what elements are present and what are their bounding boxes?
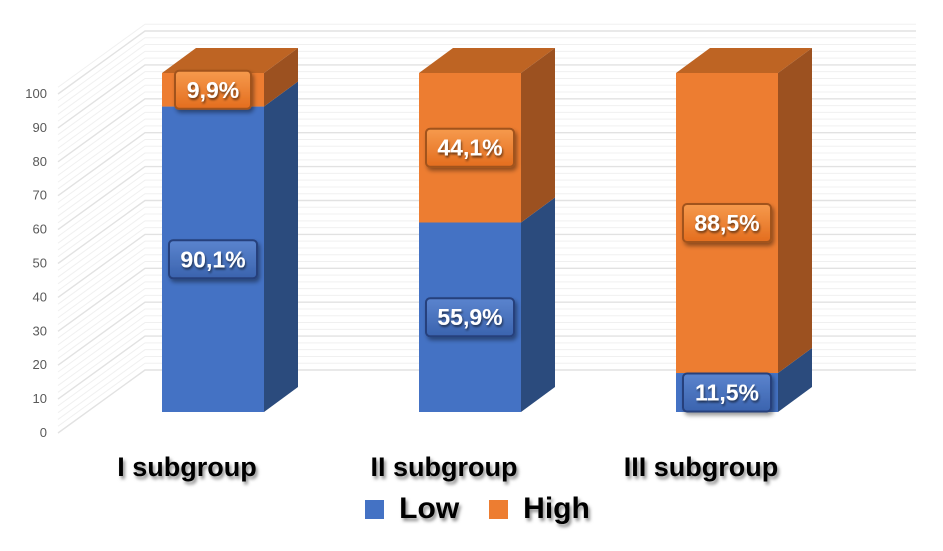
gridline-minor xyxy=(57,315,916,380)
gridline-major xyxy=(57,369,916,434)
gridline-minor xyxy=(57,145,916,210)
data-label-text: 9,9% xyxy=(187,77,239,103)
bar-segment-side xyxy=(778,48,812,374)
gridline-minor xyxy=(57,349,916,414)
gridline-major xyxy=(57,165,916,231)
gridline-minor xyxy=(57,247,916,312)
bar-top-face xyxy=(162,48,298,73)
gridline-minor xyxy=(57,308,916,373)
data-label-text: 88,5% xyxy=(694,210,759,236)
gridline-minor xyxy=(57,220,916,285)
y-axis-tick-label: 60 xyxy=(33,222,47,237)
gridline-minor xyxy=(57,281,916,346)
gridline-minor xyxy=(57,274,916,339)
gridline-major xyxy=(57,301,916,366)
gridline-minor xyxy=(57,288,916,353)
bar-segment-side xyxy=(264,48,298,107)
chart-legend: Low High xyxy=(6,492,943,526)
data-label-badge xyxy=(682,372,772,413)
y-axis-tick-label: 100 xyxy=(25,86,47,101)
data-label: 44,1% xyxy=(425,127,515,168)
gridline-minor xyxy=(57,355,916,420)
gridline-minor xyxy=(57,261,916,325)
gridline-minor xyxy=(57,77,916,142)
gridline-minor xyxy=(57,322,916,386)
gridline-minor xyxy=(57,152,916,217)
gridline-minor xyxy=(57,206,916,271)
gridline-minor xyxy=(57,71,916,136)
gridline-minor xyxy=(57,118,916,183)
bar-segment-side xyxy=(778,348,812,412)
data-label: 11,5% xyxy=(682,372,772,413)
gridline-minor xyxy=(57,111,916,176)
gridline-minor xyxy=(57,254,916,319)
legend-label: Low xyxy=(399,492,460,525)
gridline-minor xyxy=(57,84,916,149)
data-label: 9,9% xyxy=(174,69,252,110)
data-label: 90,1% xyxy=(168,239,258,280)
gridline-minor xyxy=(57,328,916,393)
data-label-badge xyxy=(682,203,772,244)
y-axis-tick-label: 0 xyxy=(40,425,47,440)
data-label-badge xyxy=(174,69,252,110)
data-label-text: 44,1% xyxy=(437,135,502,161)
gridline-major xyxy=(57,131,916,197)
gridline-minor xyxy=(57,44,916,108)
gridline-minor xyxy=(57,227,916,292)
data-label: 55,9% xyxy=(425,297,515,338)
gridline-minor xyxy=(57,125,916,190)
gridline-major xyxy=(57,335,916,400)
bar-segment-side xyxy=(521,197,555,412)
gridline-minor xyxy=(57,342,916,407)
legend-label: High xyxy=(523,492,590,525)
gridline-minor xyxy=(57,294,916,359)
bar-segment-side xyxy=(521,48,555,223)
gridline-major xyxy=(57,30,916,95)
gridline-minor xyxy=(57,159,916,224)
bar-top-face xyxy=(676,48,812,73)
gridline-minor xyxy=(57,37,916,102)
gridline-minor xyxy=(57,240,916,305)
gridline-minor xyxy=(57,213,916,278)
bar-segment-side xyxy=(264,81,298,412)
y-axis-tick-label: 70 xyxy=(33,188,47,203)
bar-top-face xyxy=(419,48,555,73)
legend-swatch xyxy=(489,499,509,519)
data-label-text: 11,5% xyxy=(695,380,759,406)
gridline-minor xyxy=(57,138,916,203)
gridline-minor xyxy=(57,186,916,251)
data-label-text: 55,9% xyxy=(437,304,502,330)
gridline-major xyxy=(57,233,916,298)
data-label-badge xyxy=(425,297,515,338)
legend-swatch xyxy=(365,499,385,519)
data-label: 88,5% xyxy=(682,203,772,244)
data-label-badge xyxy=(168,239,258,280)
data-label-badge xyxy=(425,127,515,168)
y-axis-tick-label: 90 xyxy=(33,120,47,135)
gridline-minor xyxy=(57,172,916,237)
y-axis-tick-label: 40 xyxy=(33,289,47,304)
data-label-text: 90,1% xyxy=(180,246,245,272)
gridline-minor xyxy=(57,179,916,244)
gridline-minor xyxy=(57,23,916,88)
gridline-minor xyxy=(57,105,916,169)
gridline-major xyxy=(57,64,916,129)
y-axis-tick-label: 10 xyxy=(33,391,47,406)
gridline-minor xyxy=(57,50,916,115)
gridline-minor xyxy=(57,57,916,122)
gridline-major xyxy=(57,98,916,163)
legend-item: Low xyxy=(365,492,459,526)
gridline-minor xyxy=(57,193,916,258)
legend-item: High xyxy=(489,492,590,526)
y-axis-tick-label: 30 xyxy=(33,323,47,338)
gridline-major xyxy=(57,199,916,265)
gridline-minor xyxy=(57,91,916,156)
gridline-minor xyxy=(57,362,916,427)
y-axis-tick-label: 80 xyxy=(33,154,47,169)
y-axis-tick-label: 50 xyxy=(33,256,47,271)
gridline-major xyxy=(57,267,916,332)
y-axis-tick-label: 20 xyxy=(33,357,47,372)
